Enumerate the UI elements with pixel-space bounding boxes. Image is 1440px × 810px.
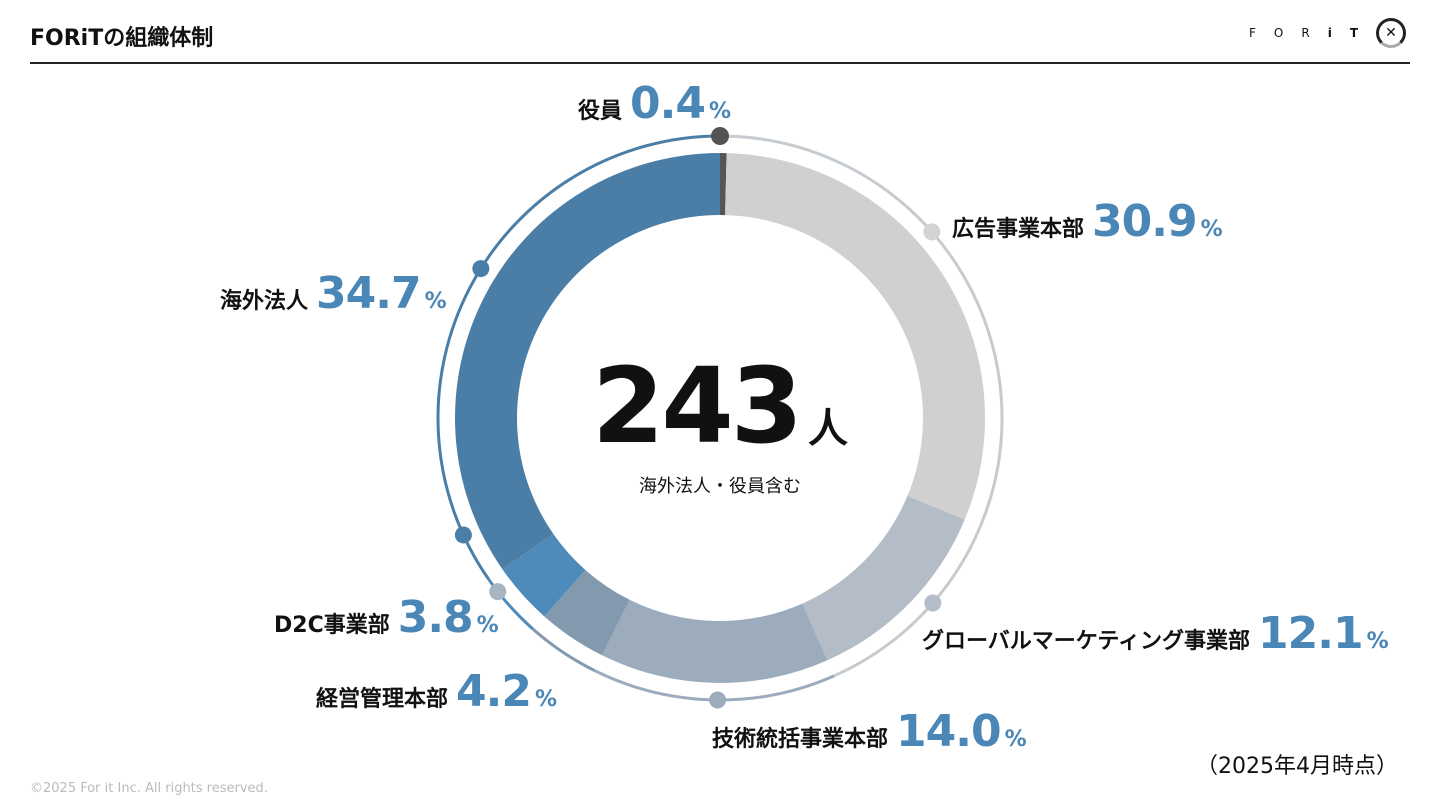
outer-ring-arc xyxy=(436,134,721,580)
logo-letter: i xyxy=(1327,26,1332,40)
pct-sign: % xyxy=(708,99,732,124)
pct-sign: % xyxy=(1366,629,1389,654)
segment-name: 広告事業本部 xyxy=(952,217,1085,242)
segment-value: 12.1 xyxy=(1258,608,1364,659)
label-advertising: 広告事業本部 30.9% xyxy=(952,196,1223,247)
as-of-date: （2025年4月時点） xyxy=(1196,754,1398,779)
label-marker-dot xyxy=(489,583,507,601)
logo-letter: F xyxy=(1248,26,1256,40)
label-marker-dot xyxy=(711,127,729,145)
label-marker-dot xyxy=(924,594,942,612)
segment-name: 役員 xyxy=(578,99,623,124)
segment-name: 技術統括事業本部 xyxy=(712,727,889,752)
label-marker-dot xyxy=(709,691,727,709)
label-overseas: 海外法人 34.7% xyxy=(220,268,447,319)
logo-mark-icon: ✕ xyxy=(1376,18,1406,48)
label-management: 経営管理本部 4.2% xyxy=(316,666,557,717)
outer-ring-arc xyxy=(487,578,534,631)
title-divider xyxy=(30,62,1410,64)
segment-value: 4.2 xyxy=(456,666,532,717)
segment-value: 34.7 xyxy=(316,268,422,319)
label-marker-dot xyxy=(454,526,472,544)
segment-value: 30.9 xyxy=(1092,196,1198,247)
donut-segment xyxy=(454,153,720,570)
copyright: ©2025 For it Inc. All rights reserved. xyxy=(30,781,268,796)
donut-segment xyxy=(502,533,586,617)
label-global-marketing: グローバルマーケティング事業部 12.1% xyxy=(922,608,1389,659)
outer-ring-arc xyxy=(532,627,596,672)
pct-sign: % xyxy=(1004,727,1027,752)
logo-letter: O xyxy=(1273,26,1284,40)
segment-value: 0.4 xyxy=(630,78,706,129)
label-d2c: D2C事業部 3.8% xyxy=(274,592,499,643)
segment-value: 14.0 xyxy=(896,706,1002,757)
segment-name: グローバルマーケティング事業部 xyxy=(922,629,1251,654)
logo: F O R i T ✕ xyxy=(1249,18,1406,48)
segment-name: 海外法人 xyxy=(220,289,309,314)
donut-segment xyxy=(602,599,828,683)
total-note: 海外法人・役員含む xyxy=(639,476,801,497)
outer-ring-arc xyxy=(833,525,982,678)
pct-sign: % xyxy=(424,289,447,314)
total-value: 243 xyxy=(591,345,803,467)
logo-letter: R xyxy=(1301,26,1310,40)
total-unit: 人 xyxy=(808,406,849,452)
donut-segment xyxy=(544,569,630,656)
donut-segment xyxy=(802,495,965,661)
pct-sign: % xyxy=(534,687,558,712)
page-title: FORiTの組織体制 xyxy=(30,26,214,51)
segment-value: 3.8 xyxy=(397,592,474,643)
donut-segment xyxy=(720,153,727,216)
segment-name: 経営管理本部 xyxy=(316,687,449,712)
total-count: 243 人 xyxy=(520,345,920,467)
outer-ring-arc xyxy=(727,134,1004,527)
label-executives: 役員 0.4% xyxy=(578,78,731,129)
label-marker-dot xyxy=(472,260,490,278)
pct-sign: % xyxy=(1200,217,1223,242)
donut-segment xyxy=(725,153,985,520)
label-marker-dot xyxy=(923,223,941,241)
segment-name: D2C事業部 xyxy=(274,613,390,638)
label-technology: 技術統括事業本部 14.0% xyxy=(712,706,1027,757)
pct-sign: % xyxy=(476,613,499,638)
logo-letter: T xyxy=(1349,26,1358,40)
